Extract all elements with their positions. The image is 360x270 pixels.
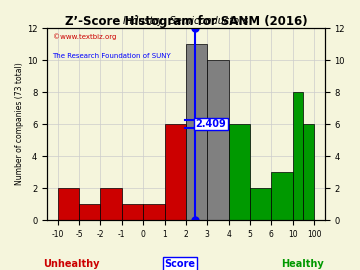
Bar — [186, 44, 207, 220]
Bar — [271, 172, 293, 220]
Bar — [100, 188, 122, 220]
Bar — [122, 204, 143, 220]
Text: Score: Score — [165, 259, 195, 269]
Bar — [143, 204, 165, 220]
Bar — [250, 188, 271, 220]
Bar — [229, 124, 250, 220]
Text: 2.409: 2.409 — [196, 119, 226, 129]
Bar — [293, 92, 303, 220]
Title: Z’-Score Histogram for SANM (2016): Z’-Score Histogram for SANM (2016) — [64, 15, 307, 28]
Bar — [58, 188, 79, 220]
Text: Industry: Semiconductors: Industry: Semiconductors — [123, 16, 248, 26]
Y-axis label: Number of companies (73 total): Number of companies (73 total) — [15, 63, 24, 185]
Text: The Research Foundation of SUNY: The Research Foundation of SUNY — [53, 53, 171, 59]
Bar — [79, 204, 100, 220]
Text: ©www.textbiz.org: ©www.textbiz.org — [53, 34, 116, 40]
Text: Unhealthy: Unhealthy — [43, 259, 100, 269]
Text: Healthy: Healthy — [281, 259, 324, 269]
Bar — [303, 124, 314, 220]
Bar — [165, 124, 186, 220]
Bar — [207, 60, 229, 220]
